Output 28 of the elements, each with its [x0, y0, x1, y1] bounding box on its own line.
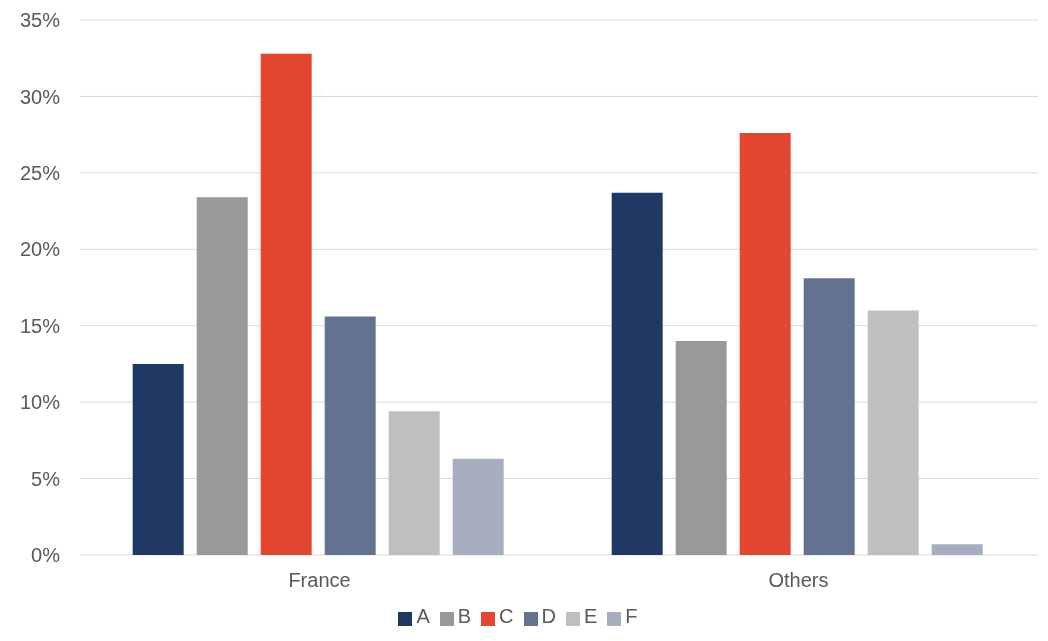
bar — [739, 133, 791, 555]
bar — [675, 341, 727, 555]
y-tick-label: 5% — [31, 467, 61, 490]
bar — [196, 197, 248, 555]
bar — [803, 278, 855, 555]
legend-label: F — [625, 605, 638, 627]
bar — [132, 363, 184, 555]
legend-label: B — [457, 605, 472, 627]
legend-label: C — [499, 605, 514, 627]
y-tick-label: 15% — [19, 314, 61, 337]
bar — [931, 544, 983, 555]
y-tick-label: 10% — [19, 391, 61, 414]
bar — [260, 53, 312, 555]
bar — [388, 411, 440, 555]
x-tick-label: France — [288, 569, 351, 592]
y-tick-label: 35% — [19, 9, 61, 32]
y-tick-label: 0% — [31, 544, 61, 567]
y-tick-label: 25% — [19, 161, 61, 184]
y-tick-label: 20% — [19, 238, 61, 261]
legend-label: E — [584, 605, 598, 627]
bar — [324, 316, 376, 555]
x-tick-label: Others — [768, 569, 829, 592]
bar — [452, 458, 504, 555]
bar — [611, 192, 663, 555]
legend-label: D — [541, 605, 557, 627]
legend-label: A — [416, 605, 430, 627]
bar — [867, 310, 919, 555]
y-tick-label: 30% — [19, 85, 61, 108]
